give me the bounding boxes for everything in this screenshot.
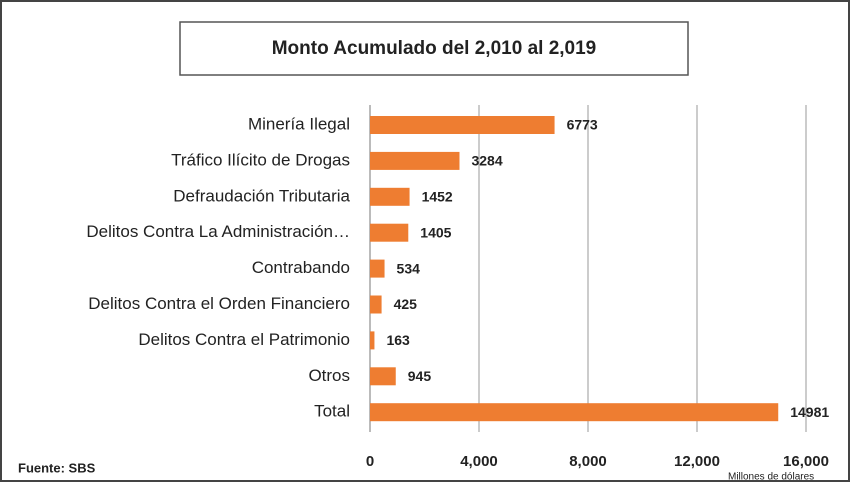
- y-tick-label: Tráfico Ilícito de Drogas: [171, 150, 350, 169]
- data-label: 425: [394, 296, 418, 312]
- data-label: 14981: [790, 404, 829, 420]
- x-axis-label: Millones de dólares: [728, 472, 814, 482]
- bar: [370, 151, 460, 170]
- data-label: 534: [397, 260, 421, 276]
- y-tick-label: Contrabando: [252, 258, 350, 277]
- bar: [370, 331, 375, 350]
- x-tick-label: 0: [366, 453, 374, 470]
- y-tick-label: Otros: [308, 366, 350, 385]
- y-tick-label: Delitos Contra el Orden Financiero: [88, 294, 350, 313]
- data-label: 945: [408, 368, 432, 384]
- y-tick-label: Delitos Contra La Administración…: [86, 222, 350, 241]
- title-box: [179, 21, 689, 76]
- x-tick-label: 16,000: [783, 453, 829, 470]
- data-label: 6773: [567, 117, 598, 133]
- bar: [370, 367, 396, 386]
- bar: [370, 403, 779, 422]
- bar: [370, 259, 385, 278]
- y-tick-label: Minería Ilegal: [248, 114, 350, 133]
- chart-title: Monto Acumulado del 2,010 al 2,019: [272, 38, 597, 59]
- data-label: 1405: [420, 224, 451, 240]
- bar: [370, 116, 555, 134]
- data-label: 163: [386, 332, 410, 348]
- x-tick-label: 8,000: [569, 453, 607, 470]
- bar: [370, 223, 409, 242]
- y-tick-label: Total: [314, 402, 350, 421]
- data-label: 1452: [422, 189, 453, 205]
- data-label: 3284: [471, 153, 502, 169]
- x-tick-label: 4,000: [460, 453, 498, 470]
- bar: [370, 295, 382, 314]
- x-tick-label: 12,000: [674, 453, 720, 470]
- source: Fuente: SBS: [18, 460, 96, 475]
- y-tick-label: Delitos Contra el Patrimonio: [138, 330, 350, 349]
- bar: [370, 187, 410, 206]
- y-tick-label: Defraudación Tributaria: [173, 186, 350, 205]
